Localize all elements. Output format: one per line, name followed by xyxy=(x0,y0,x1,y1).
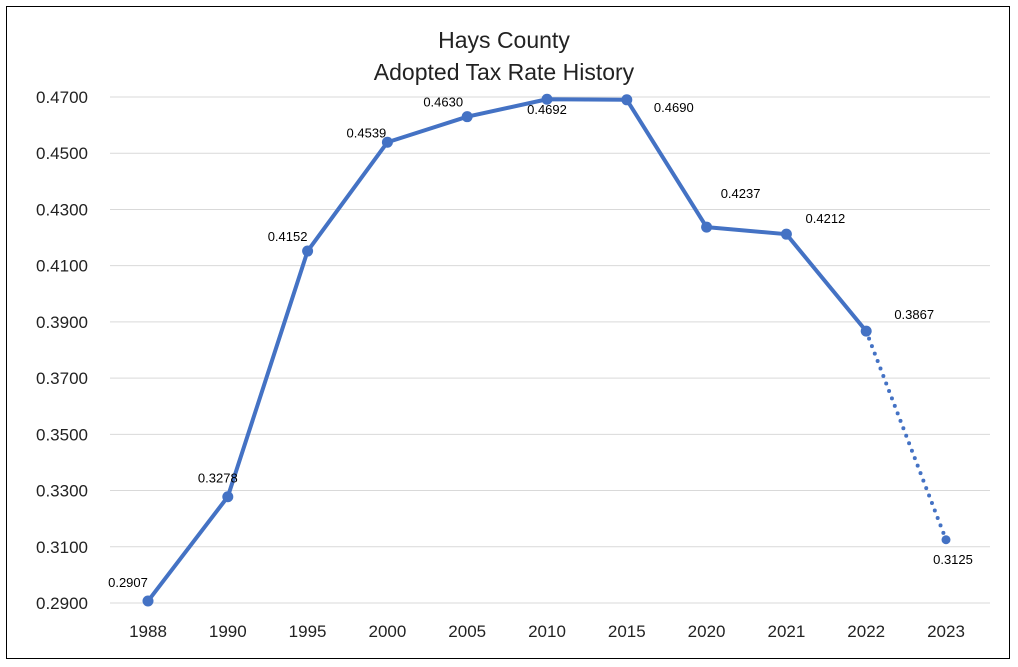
data-label: 0.4690 xyxy=(654,100,694,115)
data-points xyxy=(142,93,951,607)
x-tick-label: 2022 xyxy=(847,622,885,641)
data-point xyxy=(302,245,314,257)
x-tick-label: 2005 xyxy=(448,622,486,641)
series-line-dotted xyxy=(864,329,948,542)
data-point xyxy=(860,325,872,337)
x-tick-label: 2020 xyxy=(688,622,726,641)
data-point xyxy=(541,93,553,105)
series-line xyxy=(146,97,948,604)
x-tick-label: 2010 xyxy=(528,622,566,641)
y-tick-label: 0.4300 xyxy=(36,200,88,219)
data-point xyxy=(780,228,792,240)
x-tick-label: 1990 xyxy=(209,622,247,641)
data-point xyxy=(701,221,713,233)
x-tick-label: 1995 xyxy=(289,622,327,641)
data-point xyxy=(461,111,473,123)
data-label: 0.4692 xyxy=(527,102,567,117)
chart-title: Hays County xyxy=(438,27,570,53)
x-tick-label: 2000 xyxy=(368,622,406,641)
x-tick-label: 2021 xyxy=(767,622,805,641)
y-tick-label: 0.4100 xyxy=(36,257,88,276)
y-tick-label: 0.3100 xyxy=(36,538,88,557)
data-label: 0.3278 xyxy=(198,471,238,486)
data-labels: 0.2907 0.3278 0.4152 0.4539 0.4630 0.4692 0.46… xyxy=(108,95,973,590)
y-tick-label: 0.3700 xyxy=(36,369,88,388)
data-label: 0.4152 xyxy=(268,229,308,244)
x-axis-ticks: 1988 1990 1995 2000 2005 2010 2015 2020 2021 2022… xyxy=(129,622,965,641)
data-point xyxy=(941,535,951,545)
data-label: 0.4539 xyxy=(347,125,387,140)
chart-subtitle: Adopted Tax Rate History xyxy=(374,59,635,85)
data-point xyxy=(222,491,234,503)
series-line-solid xyxy=(146,97,869,604)
y-tick-label: 0.3500 xyxy=(36,425,88,444)
data-label: 0.3125 xyxy=(933,552,973,567)
data-point xyxy=(142,595,154,607)
y-tick-label: 0.4500 xyxy=(36,144,88,163)
chart-frame xyxy=(6,6,1010,659)
data-label: 0.4212 xyxy=(806,211,846,226)
y-axis-ticks: 0.4700 0.4500 0.4300 0.4100 0.3900 0.3700 0.35… xyxy=(36,88,88,613)
y-tick-label: 0.3300 xyxy=(36,482,88,501)
data-point xyxy=(381,136,393,148)
y-tick-label: 0.4700 xyxy=(36,88,88,107)
y-tick-label: 0.2900 xyxy=(36,594,88,613)
data-label: 0.3867 xyxy=(894,307,934,322)
gridlines xyxy=(110,96,990,604)
data-label: 0.2907 xyxy=(108,575,148,590)
data-label: 0.4630 xyxy=(423,95,463,110)
x-tick-label: 1988 xyxy=(129,622,167,641)
x-tick-label: 2015 xyxy=(608,622,646,641)
data-point xyxy=(621,94,633,106)
y-tick-label: 0.3900 xyxy=(36,313,88,332)
x-tick-label: 2023 xyxy=(927,622,965,641)
data-label: 0.4237 xyxy=(721,186,761,201)
